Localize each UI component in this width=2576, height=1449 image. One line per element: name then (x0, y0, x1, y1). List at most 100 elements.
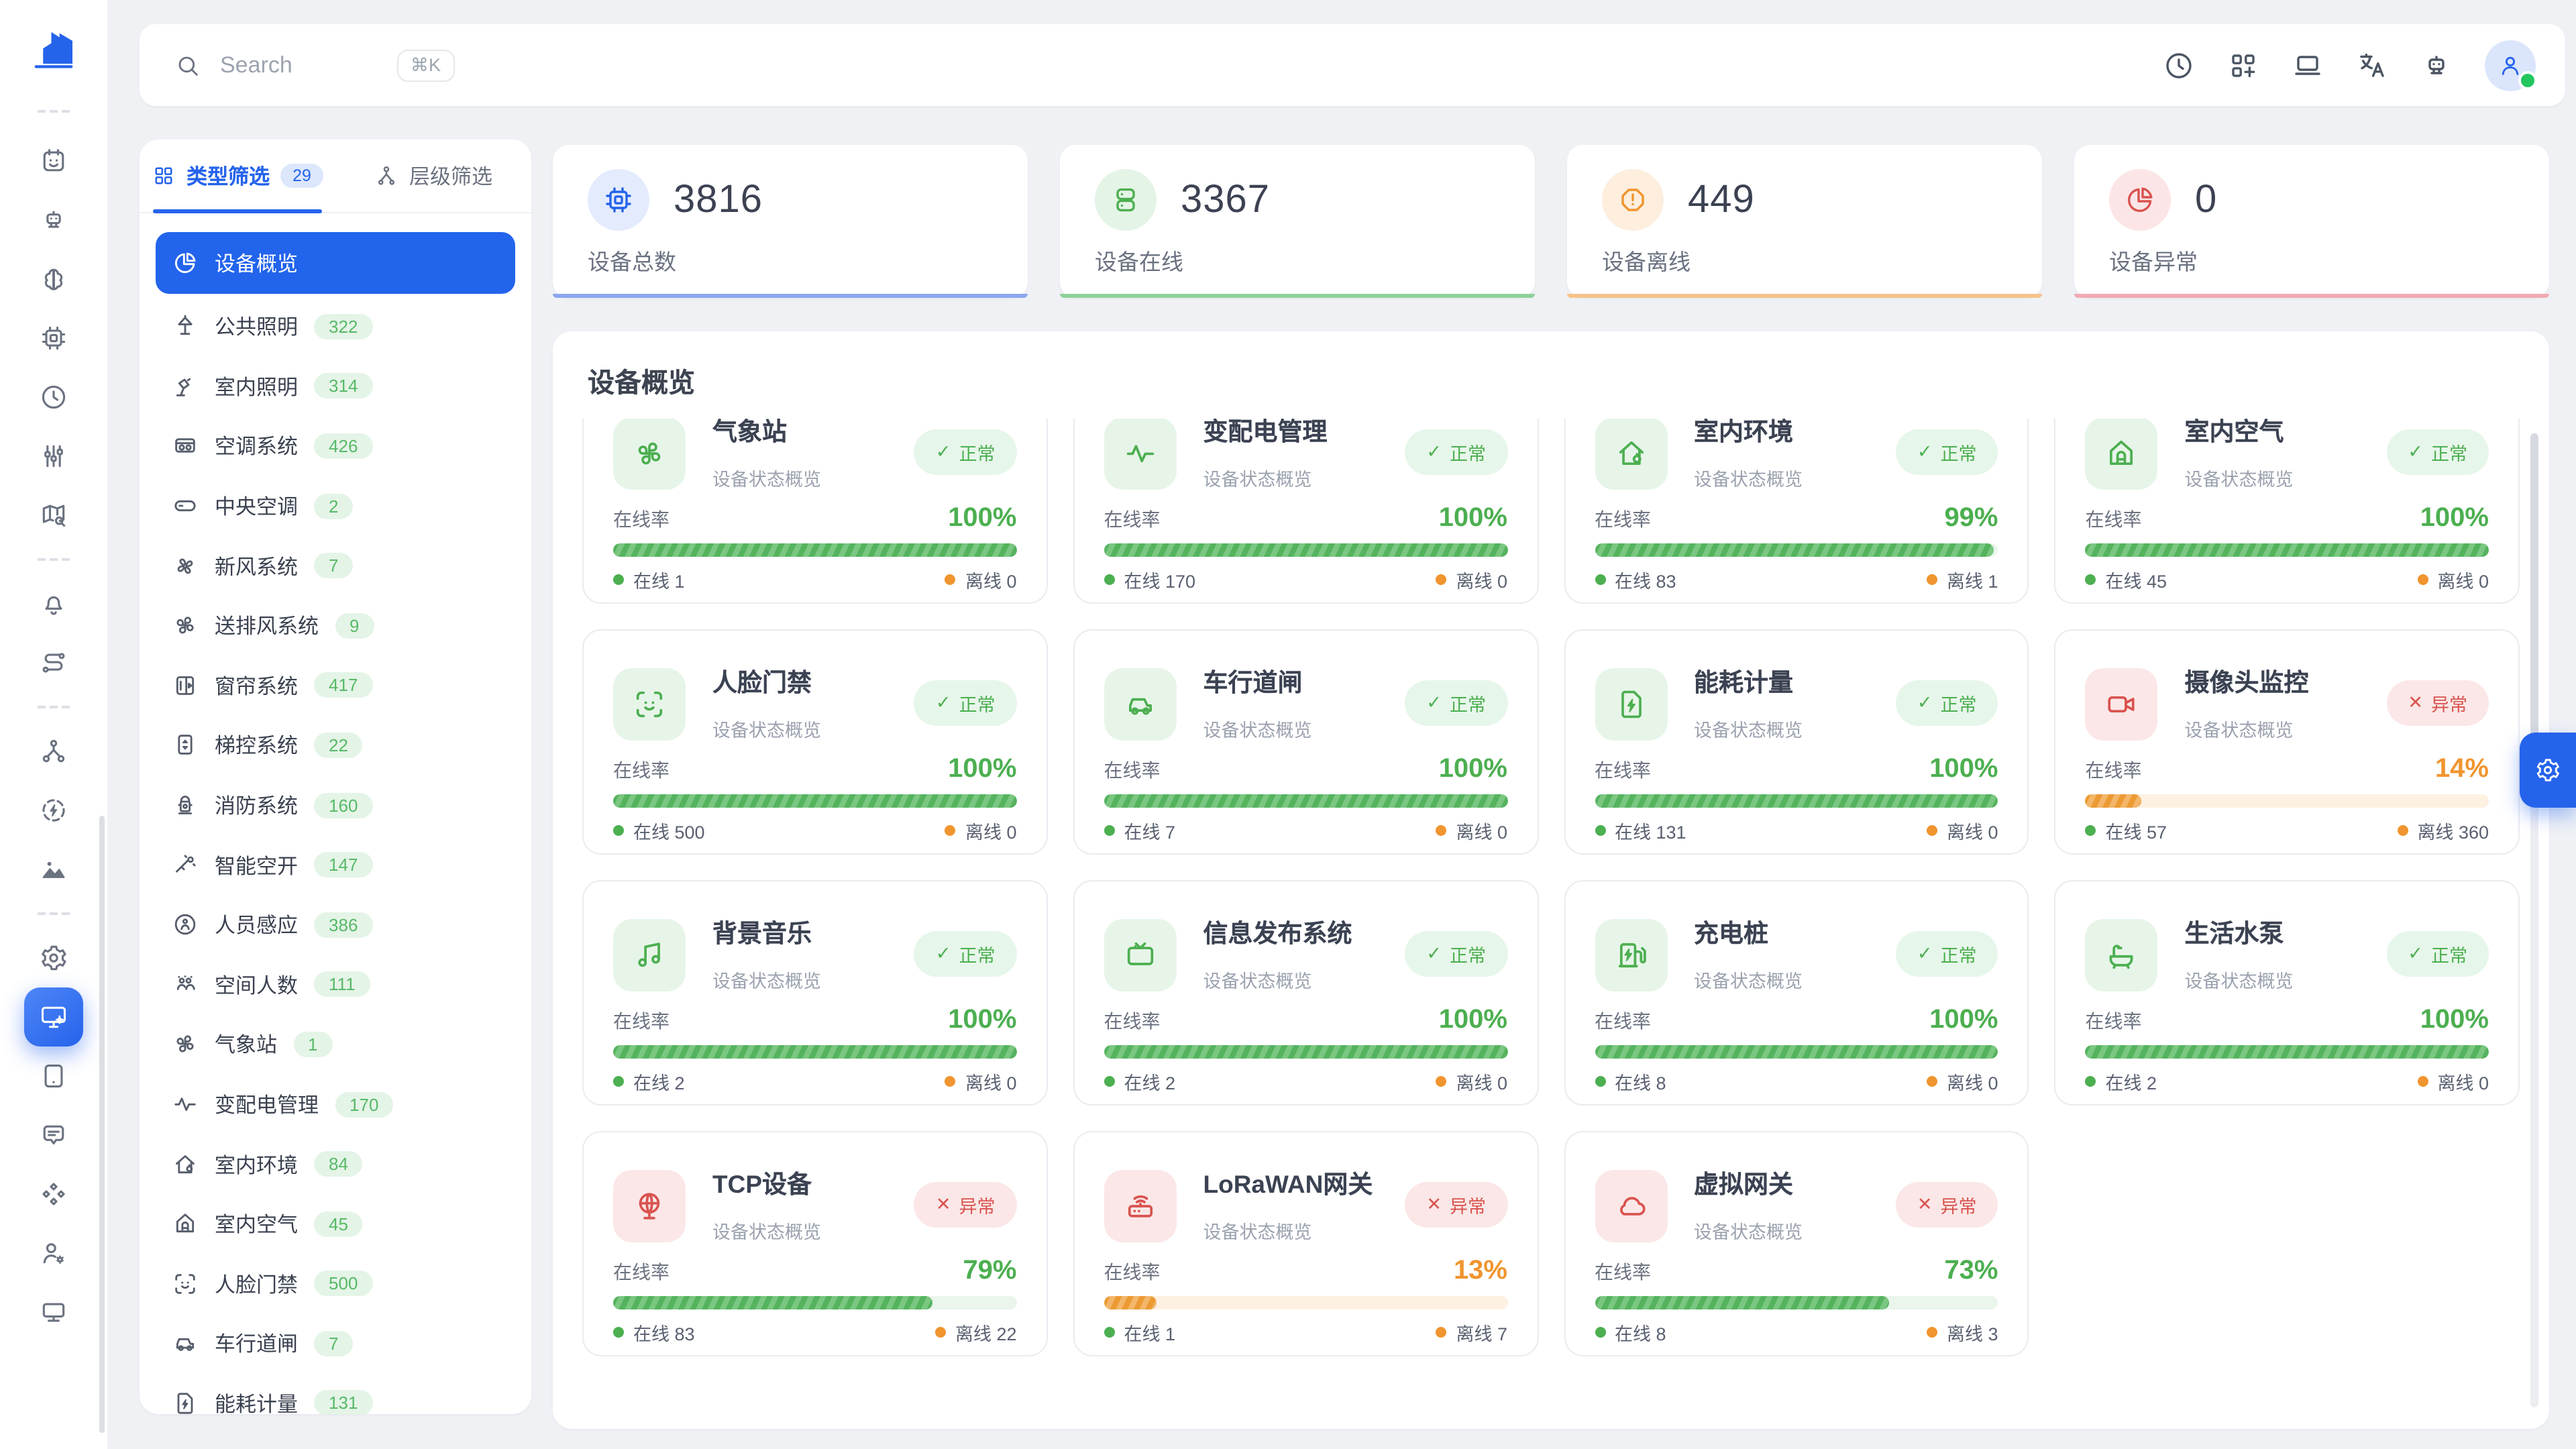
cpu-icon (602, 184, 635, 216)
device-card-室内环境[interactable]: 室内环境 设备状态概览 ✓ 正常 在线率 99% 在线 83 离线 1 (1564, 419, 2029, 604)
device-card-能耗计量[interactable]: 能耗计量 设备状态概览 ✓ 正常 在线率 100% 在线 131 离线 0 (1564, 629, 2029, 855)
device-card-摄像头监控[interactable]: 摄像头监控 设备状态概览 ✕ 异常 在线率 14% 在线 57 离线 360 (2054, 629, 2520, 855)
rail-item-monitor-gear[interactable] (24, 987, 83, 1046)
online-rate-label: 在线率 (2085, 1010, 2142, 1032)
rail-item-robot[interactable] (24, 191, 83, 250)
tab-level-filter[interactable]: 层级筛选 (335, 140, 531, 212)
settings-fab[interactable] (2520, 733, 2576, 808)
device-card-变配电管理[interactable]: 变配电管理 设备状态概览 ✓ 正常 在线率 100% 在线 170 离线 0 (1073, 419, 1538, 604)
elevator-icon (172, 732, 199, 759)
device-card-title: 车行道闸 (1203, 668, 1303, 696)
count-badge: 45 (314, 1211, 363, 1237)
filter-item-空调系统[interactable]: 空调系统 426 (156, 416, 515, 476)
filter-item-公共照明[interactable]: 公共照明 322 (156, 297, 515, 356)
stat-card[interactable]: 3367 设备在线 (1060, 145, 1535, 298)
filter-item-空间人数[interactable]: 空间人数 111 (156, 955, 515, 1014)
robot-icon[interactable] (2420, 49, 2453, 81)
stat-label: 设备在线 (1095, 251, 1183, 275)
history-icon[interactable] (2163, 49, 2195, 81)
rail-item-calendar-face[interactable] (24, 131, 83, 191)
rail-item-user-gear[interactable] (24, 1224, 83, 1283)
tab-type-filter[interactable]: 类型筛选 29 (140, 140, 335, 213)
rail-item-hierarchy[interactable] (24, 722, 83, 781)
rail-scrollbar[interactable] (99, 816, 105, 1433)
online-rate-value: 14% (2434, 754, 2489, 784)
brand-logo-icon[interactable] (25, 21, 82, 78)
rail-item-diamonds[interactable] (24, 1165, 83, 1224)
stat-card[interactable]: 449 设备离线 (1567, 145, 2042, 298)
rail-item-map-search[interactable] (24, 486, 83, 545)
face-scan-icon (172, 1271, 199, 1297)
device-card-生活水泵[interactable]: 生活水泵 设备状态概览 ✓ 正常 在线率 100% 在线 2 离线 0 (2054, 880, 2520, 1106)
filter-item-智能空开[interactable]: 智能空开 147 (156, 835, 515, 895)
overview-scrollbar[interactable] (2530, 433, 2538, 1407)
translate-icon[interactable] (2356, 49, 2388, 81)
filter-item-梯控系统[interactable]: 梯控系统 22 (156, 715, 515, 775)
rail-item-monitor[interactable] (24, 1283, 83, 1342)
rail-item-brain[interactable] (24, 250, 83, 309)
filter-item-室内空气[interactable]: 室内空气 45 (156, 1194, 515, 1254)
image-icon (39, 855, 68, 884)
search-input[interactable] (217, 50, 384, 80)
rail-item-gear[interactable] (24, 928, 83, 987)
count-badge: 500 (314, 1271, 373, 1297)
filter-item-送排风系统[interactable]: 送排风系统 9 (156, 596, 515, 655)
device-card-title: 能耗计量 (1694, 668, 1794, 696)
device-card-信息发布系统[interactable]: 信息发布系统 设备状态概览 ✓ 正常 在线率 100% 在线 2 离线 0 (1073, 880, 1538, 1106)
clock-icon (39, 382, 68, 412)
filter-item-人员感应[interactable]: 人员感应 386 (156, 895, 515, 955)
filter-item-设备概览[interactable]: 设备概览 (156, 232, 515, 294)
global-search[interactable]: ⌘K (140, 49, 2163, 81)
filter-item-能耗计量[interactable]: 能耗计量 131 (156, 1373, 515, 1414)
filter-item-室内照明[interactable]: 室内照明 314 (156, 356, 515, 416)
offline-count: 离线 0 (945, 566, 1017, 593)
stat-card[interactable]: 3816 设备总数 (553, 145, 1028, 298)
rail-item-image[interactable] (24, 840, 83, 899)
device-card-充电桩[interactable]: 充电桩 设备状态概览 ✓ 正常 在线率 100% 在线 8 离线 0 (1564, 880, 2029, 1106)
rail-item-clock[interactable] (24, 368, 83, 427)
device-card-车行道闸[interactable]: 车行道闸 设备状态概览 ✓ 正常 在线率 100% 在线 7 离线 0 (1073, 629, 1538, 855)
filter-item-中央空调[interactable]: 中央空调 2 (156, 476, 515, 536)
filter-item-人脸门禁[interactable]: 人脸门禁 500 (156, 1254, 515, 1313)
filter-item-车行道闸[interactable]: 车行道闸 7 (156, 1313, 515, 1373)
house-air-icon (172, 1210, 199, 1237)
user-avatar[interactable] (2485, 40, 2537, 91)
doc-bolt-icon (172, 1390, 199, 1414)
online-rate-progressbar (1104, 543, 1507, 557)
device-card-TCP设备[interactable]: TCP设备 设备状态概览 ✕ 异常 在线率 79% 在线 83 离线 22 (582, 1131, 1048, 1356)
rail-item-sliders[interactable] (24, 427, 83, 486)
stat-label: 设备离线 (1602, 251, 1690, 275)
device-card-subtitle: 设备状态概览 (1203, 720, 1312, 740)
apps-grid-plus-icon[interactable] (2227, 49, 2259, 81)
rail-item-chat[interactable] (24, 1106, 83, 1165)
type-filter-count-badge: 29 (280, 164, 323, 188)
rail-item-cpu[interactable] (24, 309, 83, 368)
filter-item-新风系统[interactable]: 新风系统 7 (156, 536, 515, 596)
device-card-气象站[interactable]: 气象站 设备状态概览 ✓ 正常 在线率 100% 在线 1 离线 0 (582, 419, 1048, 604)
stat-card[interactable]: 0 设备异常 (2074, 145, 2549, 298)
device-card-虚拟网关[interactable]: 虚拟网关 设备状态概览 ✕ 异常 在线率 73% 在线 8 离线 3 (1564, 1131, 2029, 1356)
online-count: 在线 500 (613, 817, 705, 844)
device-card-人脸门禁[interactable]: 人脸门禁 设备状态概览 ✓ 正常 在线率 100% 在线 500 离线 0 (582, 629, 1048, 855)
device-card-室内空气[interactable]: 室内空气 设备状态概览 ✓ 正常 在线率 100% 在线 45 离线 0 (2054, 419, 2520, 604)
count-badge: 2 (314, 493, 354, 519)
laptop-icon[interactable] (2292, 49, 2324, 81)
rail-item-tablet[interactable] (24, 1046, 83, 1106)
icon-rail (0, 0, 107, 1449)
offline-count: 离线 22 (934, 1319, 1017, 1346)
filter-item-室内环境[interactable]: 室内环境 84 (156, 1134, 515, 1194)
status-badge: ✓ 正常 (2386, 931, 2489, 977)
rail-item-energy[interactable] (24, 781, 83, 840)
rail-item-route[interactable] (24, 633, 83, 692)
filter-item-窗帘系统[interactable]: 窗帘系统 417 (156, 655, 515, 715)
filter-item-变配电管理[interactable]: 变配电管理 170 (156, 1074, 515, 1134)
filter-item-消防系统[interactable]: 消防系统 160 (156, 775, 515, 835)
device-card-title: 室内环境 (1694, 419, 1794, 445)
device-card-背景音乐[interactable]: 背景音乐 设备状态概览 ✓ 正常 在线率 100% 在线 2 离线 0 (582, 880, 1048, 1106)
filter-item-气象站[interactable]: 气象站 1 (156, 1014, 515, 1074)
stat-label: 设备总数 (588, 251, 676, 275)
rail-item-bell[interactable] (24, 574, 83, 633)
device-card-subtitle: 设备状态概览 (1694, 720, 1803, 740)
device-card-LoRaWAN网关[interactable]: LoRaWAN网关 设备状态概览 ✕ 异常 在线率 13% 在线 1 离线 7 (1073, 1131, 1538, 1356)
device-cards-scroll-area[interactable]: 气象站 设备状态概览 ✓ 正常 在线率 100% 在线 1 离线 0 变配电管理 … (582, 419, 2520, 1409)
